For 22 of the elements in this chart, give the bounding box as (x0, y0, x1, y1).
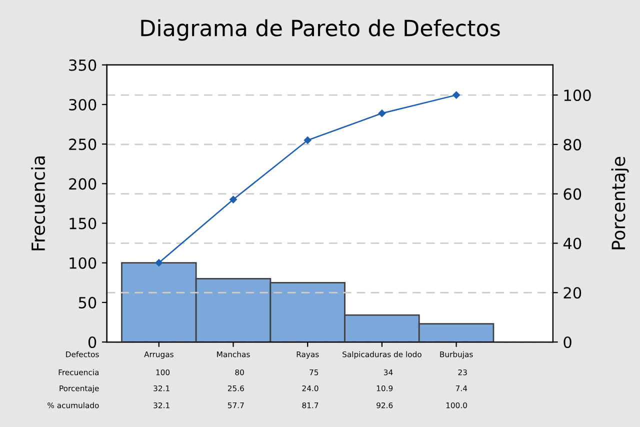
y-tick-label: 200 (69, 178, 96, 190)
y2-tick-label: 0 (564, 336, 572, 348)
point (230, 196, 237, 204)
y-tick-label: 300 (69, 98, 96, 111)
y2-tick-label: 40 (563, 238, 582, 250)
y-tick-label: 150 (70, 218, 96, 230)
y-tick-label: 0 (88, 336, 96, 348)
point (304, 136, 312, 144)
y2-tick-label: 80 (564, 138, 582, 150)
y-axis-title: Frecuencia (31, 156, 46, 250)
point (155, 259, 163, 266)
y-tick-label: 250 (69, 138, 96, 150)
y2-tick-label: 100 (564, 90, 591, 102)
y2-tick-label: 20 (564, 287, 582, 299)
y2-tick-label: 60 (564, 188, 582, 200)
point (452, 91, 460, 99)
y-tick-label: 50 (78, 296, 96, 308)
y-tick-label: 100 (70, 257, 96, 269)
y-tick-label: 350 (69, 59, 96, 71)
point (378, 110, 386, 117)
chart-title: Diagrama de Pareto de Defectos (141, 19, 500, 41)
y2-axis-title: Porcentaje (611, 156, 629, 250)
